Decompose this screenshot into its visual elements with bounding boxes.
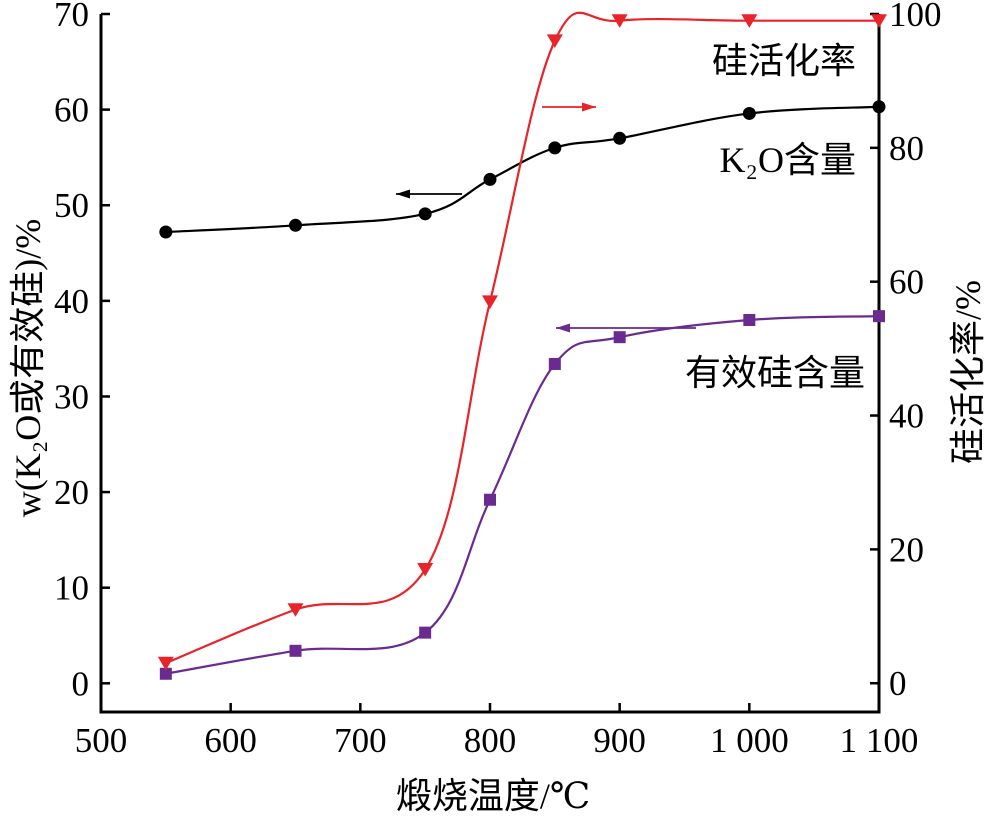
label-silicon-activation: 硅活化率	[712, 41, 856, 81]
series-2	[157, 11, 887, 671]
series-layer	[157, 11, 887, 680]
data-point	[418, 207, 432, 221]
data-point	[483, 172, 497, 186]
label-effective-silicon: 有效硅含量	[685, 353, 865, 393]
series-0	[159, 100, 886, 239]
data-point	[287, 603, 304, 617]
label-k2o-content: K₂O含量	[719, 140, 856, 180]
x-tick-label: 500	[75, 721, 128, 760]
data-point	[613, 131, 627, 145]
data-point	[743, 313, 756, 326]
x-tick-label: 700	[334, 721, 387, 760]
annotation-layer	[396, 102, 696, 333]
data-point	[742, 106, 756, 120]
data-point	[289, 644, 302, 657]
data-point	[611, 14, 628, 28]
data-point	[482, 295, 498, 309]
y-right-tick-label: 20	[889, 530, 924, 569]
x-tick-label: 1 000	[710, 721, 789, 760]
data-point	[484, 493, 496, 506]
y-right-tick-label: 40	[889, 397, 924, 436]
data-point	[159, 667, 172, 680]
data-point	[159, 225, 173, 239]
arrow-right-silicon-activation	[542, 102, 596, 112]
data-point	[289, 218, 302, 232]
y-left-tick-label: 20	[54, 473, 89, 512]
data-point	[613, 331, 626, 344]
y-left-tick-label: 10	[54, 569, 89, 608]
x-tick-label: 1 100	[840, 721, 919, 760]
data-point	[548, 141, 562, 155]
data-point	[419, 626, 432, 639]
y-axis-left-title: w(K₂O或有效硅)/%	[8, 219, 48, 518]
data-point	[548, 357, 561, 370]
data-point	[741, 14, 758, 28]
y-left-tick-label: 50	[54, 186, 89, 225]
x-axis-title: 煅烧温度/℃	[396, 776, 590, 816]
y-left-tick-label: 30	[54, 377, 89, 416]
arrow-left-effective-silicon	[556, 323, 696, 333]
series-line	[165, 11, 879, 665]
series-line	[165, 315, 880, 675]
y-left-tick-label: 70	[54, 0, 89, 34]
data-point	[417, 563, 434, 577]
y-left-tick-label: 0	[72, 664, 90, 703]
y-right-tick-label: 60	[889, 263, 924, 302]
x-tick-label: 600	[204, 721, 257, 760]
y-right-tick-label: 100	[889, 0, 942, 34]
x-tick-label: 900	[593, 721, 646, 760]
axes: 500 600 700 800 900 1 000 1 100010203040506070…	[54, 0, 942, 760]
data-point	[546, 34, 563, 48]
arrow-head	[396, 189, 410, 199]
data-point	[873, 310, 885, 323]
data-point	[872, 100, 886, 114]
x-tick-label: 800	[464, 721, 517, 760]
y-left-tick-label: 60	[54, 91, 89, 130]
series-1	[159, 310, 885, 680]
arrow-head	[556, 323, 570, 333]
y-right-tick-label: 80	[889, 129, 924, 168]
y-axis-right-title: 硅活化率/%	[948, 280, 988, 464]
data-point	[871, 14, 887, 28]
arrow-left-k2o	[396, 189, 462, 199]
arrow-head	[582, 102, 596, 112]
data-point	[157, 656, 174, 671]
y-left-tick-label: 40	[54, 282, 89, 321]
y-right-tick-label: 0	[889, 664, 907, 703]
